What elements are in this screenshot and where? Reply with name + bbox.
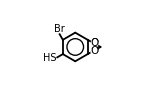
Text: O: O (90, 38, 99, 48)
Text: O: O (90, 46, 99, 56)
Text: HS: HS (43, 53, 57, 63)
Text: Br: Br (54, 24, 65, 33)
Text: O: O (90, 38, 99, 48)
Text: O: O (90, 46, 99, 56)
